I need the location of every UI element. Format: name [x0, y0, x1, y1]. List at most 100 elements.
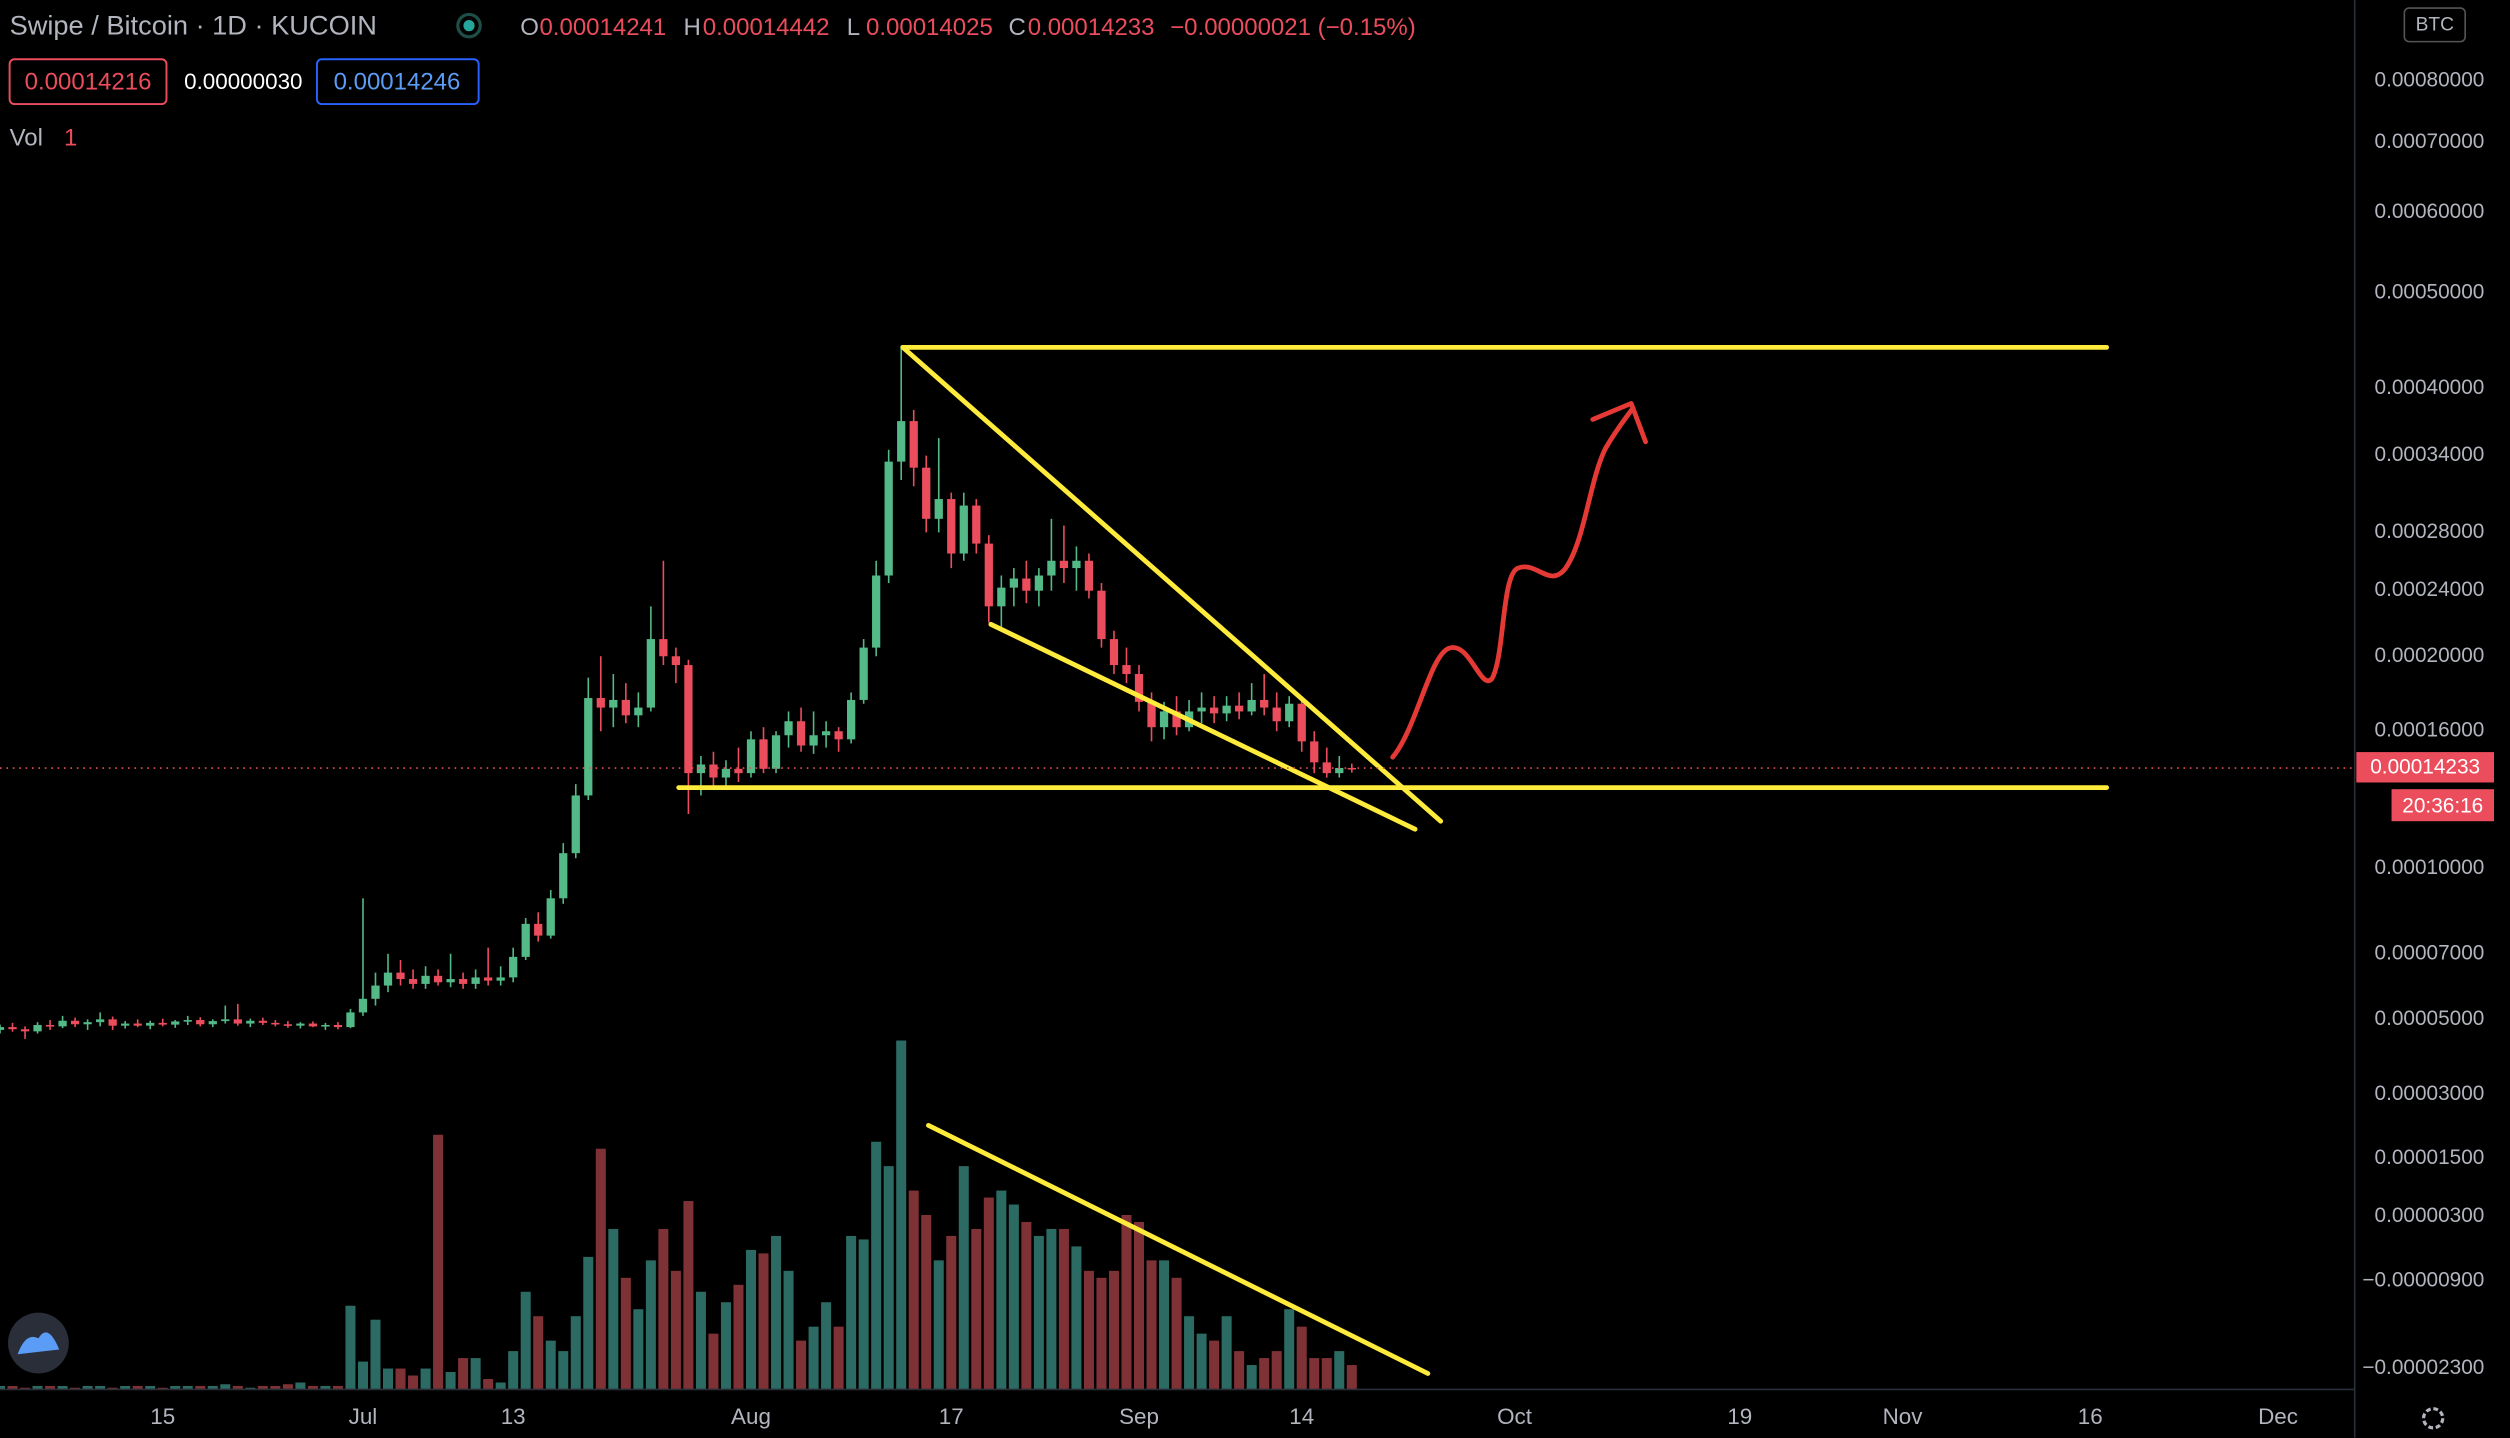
- y-tick-label: 0.00080000: [2375, 68, 2485, 91]
- candle-body: [1235, 705, 1244, 712]
- candle-body: [809, 735, 818, 746]
- candle-body: [33, 1024, 42, 1032]
- candle-body: [859, 647, 868, 700]
- candle-body: [1209, 707, 1219, 714]
- volume-bar: [1083, 1270, 1094, 1390]
- volume-bar: [1234, 1351, 1245, 1390]
- candle-body: [659, 639, 668, 657]
- volume-bar: [1296, 1326, 1307, 1390]
- candle-body: [258, 1020, 267, 1023]
- y-tick-label: 0.00034000: [2375, 443, 2485, 466]
- y-tick-label: 0.00040000: [2375, 376, 2485, 399]
- volume-bar: [771, 1235, 782, 1390]
- candle-body: [509, 956, 518, 978]
- volume-bar: [45, 1385, 56, 1390]
- candle-body: [546, 898, 555, 936]
- currency-box[interactable]: [2403, 7, 2466, 43]
- status-icon: [456, 12, 482, 39]
- arrow-head: [1590, 401, 1648, 445]
- candle-body: [821, 731, 831, 736]
- candle-body: [1260, 699, 1269, 708]
- candle-body: [884, 461, 893, 576]
- bid[interactable]: 0.00014216: [25, 69, 152, 96]
- volume-bar: [1221, 1316, 1232, 1390]
- candle-body: [1147, 701, 1156, 728]
- candle-body: [796, 721, 806, 746]
- candle-body: [433, 975, 443, 983]
- candle-body: [1022, 578, 1031, 591]
- candle-body: [1310, 741, 1319, 763]
- x-tick-label: 17: [939, 1404, 964, 1429]
- volume-bar: [1021, 1221, 1032, 1390]
- volume-bar: [971, 1228, 982, 1390]
- volume-bar: [57, 1385, 68, 1390]
- candle-body: [709, 764, 718, 778]
- currency[interactable]: BTC: [2416, 15, 2455, 36]
- candle-body: [58, 1020, 67, 1027]
- volume-bar: [846, 1235, 857, 1390]
- volume-bar: [808, 1326, 819, 1390]
- candle-body: [70, 1020, 80, 1025]
- volume-bar: [1271, 1351, 1282, 1390]
- candle-body: [759, 739, 768, 769]
- candle-body: [771, 735, 781, 769]
- ask-box[interactable]: [315, 58, 480, 106]
- ask[interactable]: 0.00014246: [334, 69, 461, 96]
- candle-body: [584, 698, 593, 796]
- volume-bar: [1321, 1358, 1332, 1390]
- x-tick-label: Oct: [1497, 1404, 1533, 1429]
- volume-bar: [533, 1316, 544, 1390]
- y-tick-label: 0.00003000: [2375, 1082, 2485, 1105]
- volume-bar: [1159, 1260, 1170, 1390]
- settings-gear[interactable]: [2421, 1407, 2445, 1430]
- candle-body: [484, 977, 493, 981]
- volume-bar: [983, 1197, 994, 1390]
- symbol-title: Swipe / Bitcoin · 1D · KUCOIN: [10, 9, 377, 40]
- candle-body: [96, 1019, 105, 1023]
- candle-body: [721, 768, 731, 778]
- volume-bar: [683, 1201, 694, 1390]
- volume-bar: [545, 1340, 556, 1390]
- volume-bar: [182, 1385, 193, 1390]
- last-price: 0.00014233: [2370, 756, 2480, 779]
- volume-bar: [695, 1291, 706, 1390]
- ohlc-value: 0.00014442: [703, 14, 830, 41]
- volume-bar: [896, 1040, 907, 1390]
- volume-bar: [345, 1305, 356, 1390]
- candle-body: [358, 998, 368, 1013]
- volume-bar: [821, 1302, 832, 1390]
- candle-body: [596, 698, 605, 708]
- volume-bar: [908, 1190, 919, 1390]
- volume-bar: [132, 1385, 143, 1390]
- volume-bar: [95, 1385, 106, 1390]
- candle-body: [1122, 665, 1131, 675]
- candle-body: [8, 1027, 17, 1030]
- candle-body: [634, 707, 643, 716]
- volume-bar: [195, 1385, 206, 1390]
- volume-pane: [0, 1040, 1357, 1390]
- volume-bar: [1008, 1204, 1019, 1390]
- x-tick-label: 13: [501, 1404, 526, 1429]
- candle-body: [984, 543, 993, 607]
- x-tick-label: 19: [1727, 1404, 1752, 1429]
- volume-bar: [295, 1382, 306, 1390]
- candle-body: [1009, 578, 1018, 588]
- volume-bar: [483, 1379, 494, 1390]
- bid-box[interactable]: [8, 58, 168, 106]
- volume-bar: [470, 1358, 481, 1390]
- volume-bar: [458, 1358, 469, 1390]
- y-tick-label: 0.00000300: [2375, 1204, 2485, 1227]
- ohlc-value: 0.00014025: [866, 14, 993, 41]
- volume-bar: [7, 1385, 18, 1390]
- candle-body: [20, 1029, 30, 1032]
- wedge-upper: [900, 344, 1444, 824]
- volume-bar: [796, 1340, 807, 1390]
- candle-body: [421, 975, 430, 984]
- volume-bar: [270, 1385, 281, 1390]
- candle-body: [909, 421, 918, 468]
- ohlc-header: O 0.00014241 H 0.00014442 L 0.00014025 C 0.0001…: [520, 14, 1154, 41]
- volume-bar: [445, 1372, 456, 1390]
- volume-bar: [1121, 1214, 1132, 1390]
- y-tick-label: 0.00070000: [2375, 130, 2485, 153]
